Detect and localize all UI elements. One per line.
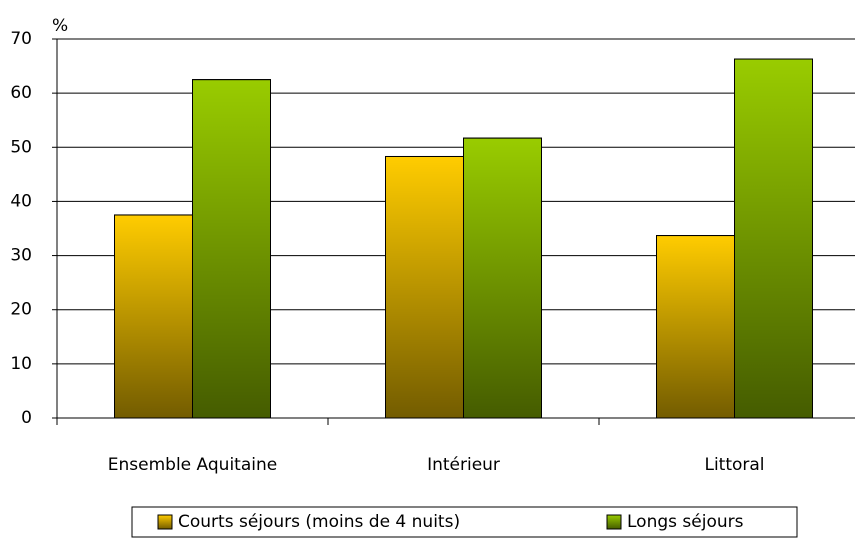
bar [463, 137, 542, 419]
x-tick-label: Ensemble Aquitaine [108, 455, 277, 475]
bar [114, 214, 193, 419]
bar [192, 79, 271, 419]
y-tick-label: 60 [10, 83, 32, 103]
legend-swatch-shade [606, 514, 622, 530]
legend-label: Longs séjours [627, 512, 744, 532]
legend-label: Courts séjours (moins de 4 nuits) [178, 512, 460, 532]
y-tick-label: 50 [10, 137, 32, 157]
bar [385, 155, 464, 419]
y-unit: % [52, 16, 68, 36]
y-tick-label: 40 [10, 191, 32, 211]
bar [734, 58, 813, 419]
y-tick-label: 30 [10, 246, 32, 266]
y-tick-label: 0 [21, 408, 32, 428]
legend-swatch-shade [157, 514, 173, 530]
y-tick-label: 20 [10, 300, 32, 320]
x-tick-label: Littoral [704, 455, 764, 475]
y-tick-label: 10 [10, 354, 32, 374]
legend-box [131, 506, 798, 538]
y-tick-label: 70 [10, 29, 32, 49]
bar [656, 235, 735, 419]
x-tick-label: Intérieur [427, 455, 500, 475]
